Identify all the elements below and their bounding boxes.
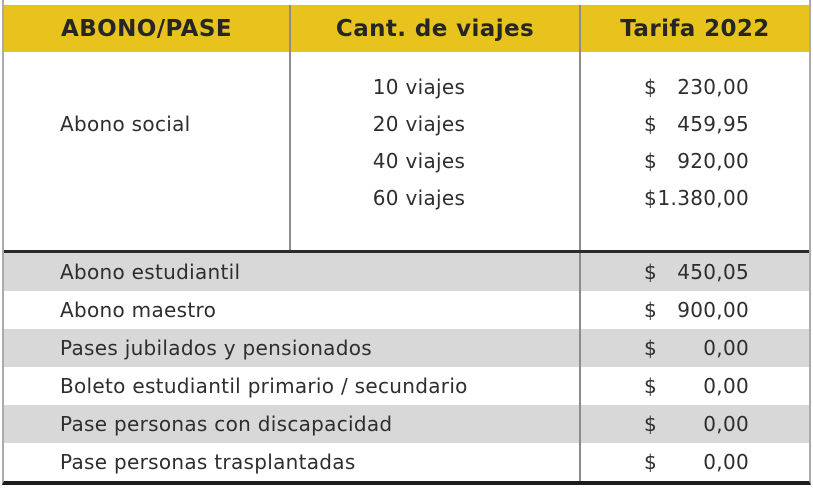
price-amount: 0,00 — [703, 412, 749, 436]
row-label: Pases jubilados y pensionados — [60, 336, 372, 360]
price-amount: 920,00 — [677, 149, 749, 173]
row-label: Abono maestro — [60, 298, 217, 322]
price-amount: 0,00 — [703, 336, 749, 360]
trip-count: 20 viajes — [372, 112, 466, 136]
trip-count: 40 viajes — [372, 149, 466, 173]
currency-sign: $ — [644, 112, 658, 136]
currency-sign: $ — [644, 149, 658, 173]
row-label: Pase personas trasplantadas — [60, 450, 356, 474]
row-label: Abono estudiantil — [60, 260, 241, 284]
column-divider — [579, 367, 581, 405]
table-row: Pase personas trasplantadas $ 0,00 — [4, 443, 809, 481]
price: $ 0,00 — [644, 336, 749, 360]
trip-count: 60 viajes — [372, 186, 466, 210]
price: $ 920,00 — [644, 143, 749, 180]
table-row: Pases jubilados y pensionados $ 0,00 — [4, 329, 809, 367]
price-amount: 450,05 — [677, 260, 749, 284]
table-header-row: ABONO/PASE Cant. de viajes Tarifa 2022 — [4, 5, 809, 52]
table-row: Abono maestro $ 900,00 — [4, 291, 809, 329]
currency-sign: $ — [644, 260, 658, 284]
column-divider — [579, 253, 581, 291]
price-amount: 1.380,00 — [657, 186, 749, 210]
header-cell-cant-viajes: Cant. de viajes — [289, 5, 579, 52]
currency-sign: $ — [644, 75, 658, 99]
price: $ 1.380,00 — [644, 180, 749, 217]
column-divider — [579, 52, 581, 250]
price: $ 230,00 — [644, 69, 749, 106]
price-amount: 459,95 — [677, 112, 749, 136]
price: $ 459,95 — [644, 106, 749, 143]
currency-sign: $ — [644, 374, 658, 398]
price-amount: 900,00 — [677, 298, 749, 322]
table-row: Abono estudiantil $ 450,05 — [4, 253, 809, 291]
column-divider — [579, 405, 581, 443]
currency-sign: $ — [644, 450, 658, 474]
price-amount: 0,00 — [703, 450, 749, 474]
header-cell-tarifa: Tarifa 2022 — [579, 5, 809, 52]
table-row: Pase personas con discapacidad $ 0,00 — [4, 405, 809, 443]
price-column: $ 230,00 $ 459,95 $ 920,00 $ 1.380,00 — [644, 69, 749, 217]
currency-sign: $ — [644, 336, 658, 360]
trip-count-column: 10 viajes 20 viajes 40 viajes 60 viajes — [274, 69, 564, 217]
abono-social-label: Abono social — [60, 112, 191, 136]
column-divider — [579, 291, 581, 329]
price: $ 0,00 — [644, 374, 749, 398]
column-divider — [579, 443, 581, 481]
price: $ 450,05 — [644, 260, 749, 284]
price-amount: 0,00 — [703, 374, 749, 398]
trip-count: 10 viajes — [372, 75, 466, 99]
table-row: Boleto estudiantil primario / secundario… — [4, 367, 809, 405]
price-amount: 230,00 — [677, 75, 749, 99]
table-rows: Abono estudiantil $ 450,05 Abono maestro… — [4, 253, 809, 481]
table-top-gap — [4, 0, 809, 5]
price: $ 900,00 — [644, 298, 749, 322]
row-label: Boleto estudiantil primario / secundario — [60, 374, 468, 398]
currency-sign: $ — [644, 298, 658, 322]
column-divider — [579, 329, 581, 367]
row-label: Pase personas con discapacidad — [60, 412, 393, 436]
price: $ 0,00 — [644, 450, 749, 474]
currency-sign: $ — [644, 412, 658, 436]
column-divider — [289, 52, 291, 250]
currency-sign: $ — [644, 186, 658, 210]
abono-social-section: Abono social 10 viajes 20 viajes 40 viaj… — [4, 52, 809, 253]
header-cell-abono-pase: ABONO/PASE — [4, 5, 289, 52]
price: $ 0,00 — [644, 412, 749, 436]
